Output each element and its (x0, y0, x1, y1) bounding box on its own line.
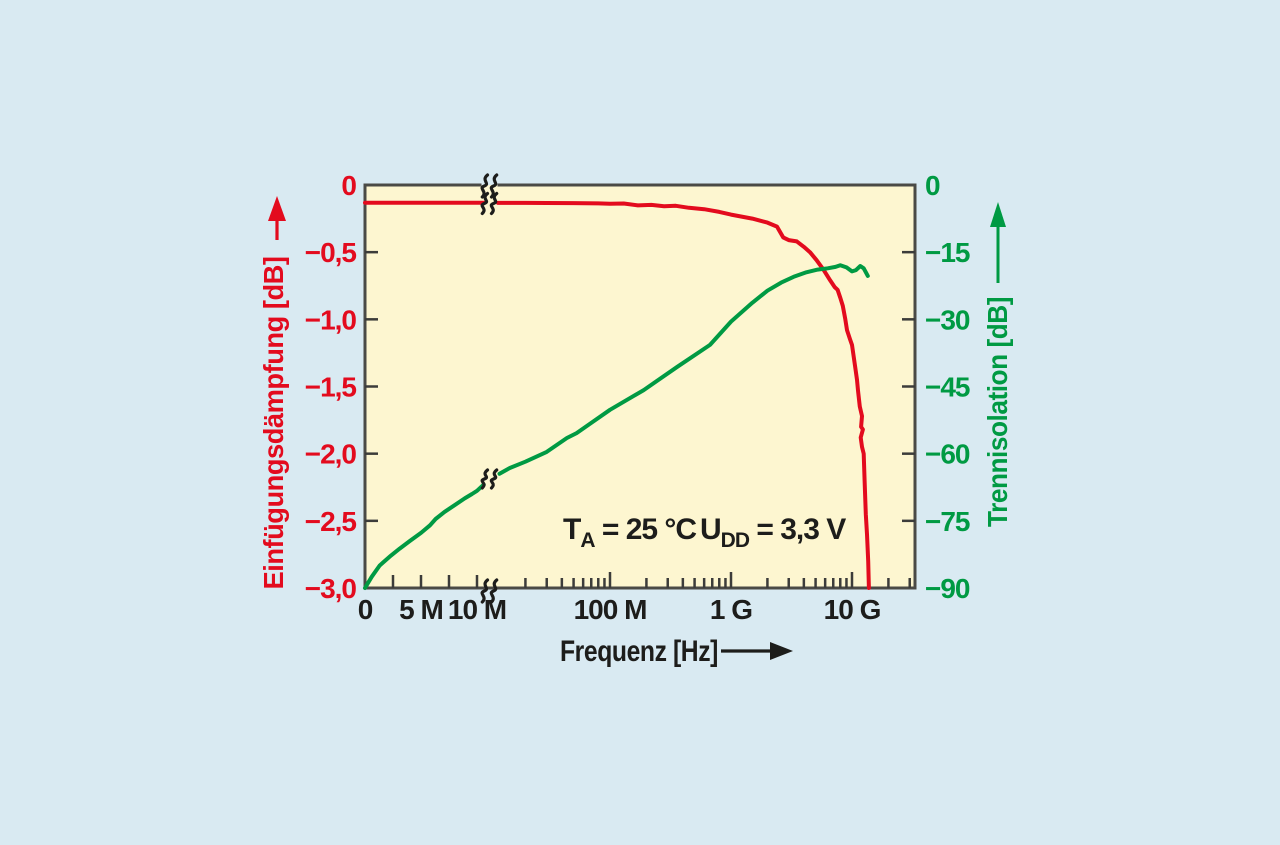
x-axis-tick-label: 100 M (574, 594, 647, 625)
plot-border (363, 183, 917, 590)
right-axis-tick-label: −45 (925, 372, 970, 403)
data-curves (363, 200, 871, 590)
axis-break-marks (480, 173, 499, 604)
x-axis-tick-label: 10 M (448, 594, 506, 625)
annotation-value: = 3,3 V (749, 513, 846, 546)
axis-break-icon (489, 468, 499, 490)
annotation-supply-voltage: UDD = 3,3 V (700, 513, 846, 552)
axis-break-icon (480, 578, 490, 604)
left-axis-tick-label: −2,5 (305, 506, 357, 537)
annotation-subscript: DD (721, 529, 750, 552)
x-axis-tick-label: 1 G (710, 594, 752, 625)
x-axis-tick-label: 10 G (824, 594, 881, 625)
right-axis-tick-label: −75 (925, 506, 970, 537)
axis-break-icon (489, 578, 499, 604)
isolation-curve (363, 482, 486, 590)
x-axis-title: Frequenz [Hz] (560, 635, 718, 668)
annotation-subscript: A (580, 529, 595, 552)
axis-ticks (365, 250, 915, 588)
left-axis-title: Einfügungsdämpfung [dB] (258, 257, 289, 590)
annotation-symbol: U (700, 513, 721, 546)
axis-break-icon (489, 173, 499, 199)
right-axis-tick-label: −90 (925, 573, 970, 604)
annotation-symbol: T (563, 513, 581, 546)
left-axis-tick-label: −1,0 (305, 304, 357, 335)
right-axis-tick-label: −15 (925, 237, 970, 268)
left-axis-tick-label: −3,0 (305, 573, 357, 604)
axis-break-icon (480, 468, 490, 490)
right-axis-tick-label: −30 (925, 304, 970, 335)
right-axis-tick-label: −60 (925, 439, 970, 470)
up-arrow-icon (268, 196, 286, 221)
isolation-curve (497, 263, 870, 476)
plot-area (365, 185, 915, 588)
up-arrow-icon (990, 202, 1006, 227)
axis-break-icon (480, 191, 490, 216)
x-axis-tick-label: 5 M (399, 594, 443, 625)
axis-break-icon (489, 191, 499, 216)
left-axis-tick-label: −2,0 (305, 439, 357, 470)
annotation-temperature: TA = 25 °C (563, 513, 696, 552)
left-axis-tick-label: −0,5 (305, 237, 357, 268)
right-arrow-icon (770, 642, 793, 660)
axis-break-icon (480, 173, 490, 199)
x-axis-tick-label: 0 (358, 594, 373, 625)
right-axis-tick-label: 0 (925, 170, 940, 201)
left-axis-tick-label: −1,5 (305, 372, 357, 403)
annotation-value: = 25 °C (595, 513, 697, 546)
left-axis-tick-label: 0 (341, 170, 356, 201)
axis-tick-labels: 0−0,5−1,0−1,5−2,0−2,5−3,00−15−30−45−60−7… (305, 170, 971, 625)
right-axis-title: Trennisolation [dB] (982, 297, 1013, 527)
